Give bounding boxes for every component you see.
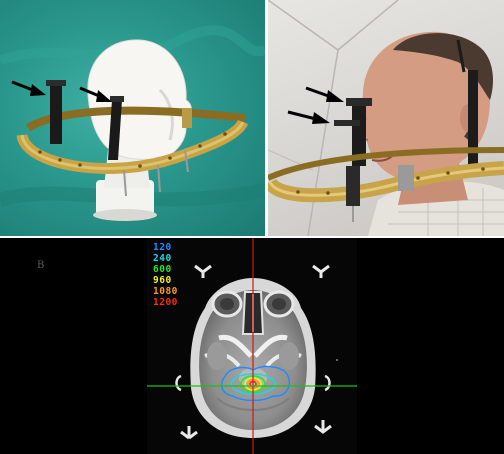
dose-legend-item: 240 [153, 253, 172, 264]
panel-label: B [37, 260, 45, 271]
ct-dose-image: 120 240 600 960 1080 1200 [147, 238, 357, 454]
panel-mannequin-photo [0, 0, 265, 236]
fiducial-markers [180, 264, 332, 440]
frame-post-front [352, 100, 366, 166]
frame-post-rear [468, 70, 478, 170]
frame-post-left [50, 82, 62, 144]
mannequin-photo [0, 25, 265, 221]
ct-scan [147, 238, 357, 454]
pointer-arrows [287, 86, 344, 124]
patient-photo [268, 0, 504, 236]
dose-legend: 120 240 600 960 1080 1200 [153, 242, 178, 308]
pointer-arrows [11, 80, 112, 102]
dose-legend-item: 120 [153, 242, 172, 253]
patient-head [360, 31, 491, 181]
panel-ct-band: B [0, 238, 504, 454]
dose-legend-item: 960 [153, 275, 172, 286]
mannequin-stand [96, 180, 154, 216]
frame-post-right [108, 100, 122, 160]
dose-legend-item: 1200 [153, 297, 178, 308]
dose-legend-item: 600 [153, 264, 172, 275]
dose-legend-item: 1080 [153, 286, 178, 297]
panel-patient-photo [268, 0, 504, 236]
